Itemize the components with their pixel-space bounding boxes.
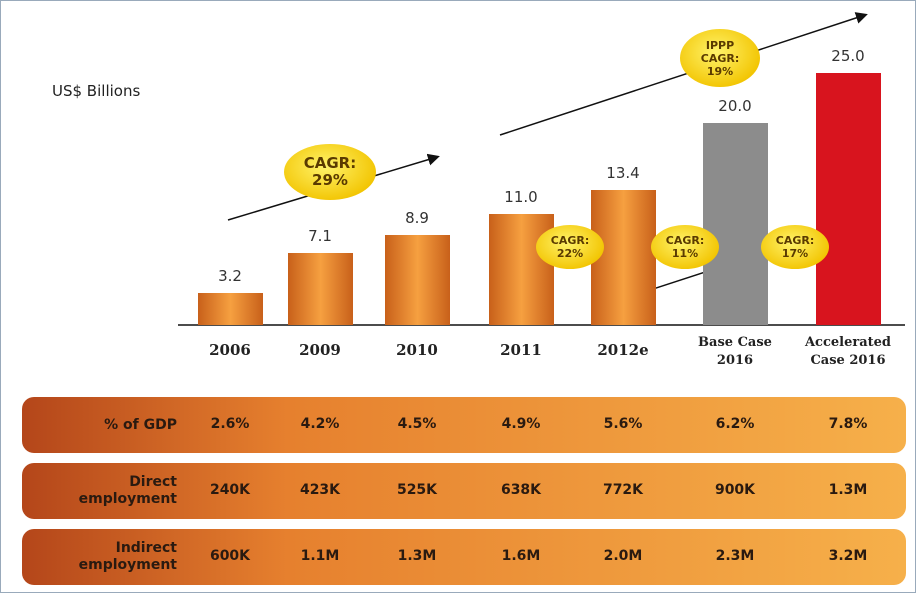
bar [815, 73, 881, 325]
table-row: Indirect employment 600K 1.1M 1.3M 1.6M 2.0M 2… [22, 529, 906, 585]
table-cell: 4.9% [501, 416, 541, 432]
x-tick-label: 2009 [299, 341, 341, 359]
x-tick-label: 2012e [597, 341, 649, 359]
table-cell: 2.6% [210, 416, 250, 432]
bar [197, 292, 263, 325]
value-label: 11.0 [504, 188, 538, 207]
table-cell: 772K [602, 482, 644, 498]
value-label: 20.0 [718, 97, 752, 116]
table-cell: 4.5% [397, 416, 437, 432]
value-label: 13.4 [606, 163, 640, 182]
table-cell: 1.1M [300, 548, 340, 564]
cagr-label: CAGR: 29% [303, 154, 357, 189]
unit-label: US$ Billions [52, 82, 141, 100]
arrow [499, 12, 868, 136]
cagr-badge: IPPP CAGR: 19% [680, 29, 760, 87]
value-label: 8.9 [405, 209, 429, 228]
x-tick-label: 2006 [209, 341, 251, 359]
value-label: 3.2 [218, 266, 242, 285]
cagr-badge: CAGR: 22% [536, 225, 604, 269]
table-row: Direct employment 240K 423K 525K 638K 772K 900… [22, 463, 906, 519]
cagr-label: CAGR: 17% [775, 234, 815, 260]
table-cell: 240K [209, 482, 251, 498]
table-row: % of GDP 2.6% 4.2% 4.5% 4.9% 5.6% 6.2% 7.8% [22, 397, 906, 453]
bar [287, 253, 353, 325]
cagr-label: CAGR: 11% [665, 234, 705, 260]
table-cell: 6.2% [715, 416, 755, 432]
table-cell: 1.3M [828, 482, 868, 498]
bar [488, 214, 554, 325]
row-label: % of GDP [104, 417, 177, 433]
row-label: Indirect employment [78, 540, 177, 573]
bar [702, 123, 768, 325]
bar [590, 189, 656, 325]
value-label: 25.0 [831, 47, 865, 65]
table-cell: 5.6% [603, 416, 643, 432]
bar [384, 235, 450, 325]
x-tick-label: 2010 [396, 341, 438, 359]
x-tick-label: Base Case 2016 [698, 335, 772, 368]
value-label: 7.1 [308, 227, 332, 246]
x-tick-label: Accelerated Case 2016 [804, 335, 892, 368]
table-cell: 600K [209, 548, 251, 564]
table-cell: 1.3M [397, 548, 437, 564]
table-cell: 2.0M [603, 548, 643, 564]
table-cell: 2.3M [715, 548, 755, 564]
row-label: Direct employment [78, 474, 177, 507]
x-tick-label: 2011 [500, 341, 542, 359]
cagr-badge: CAGR: 29% [284, 144, 376, 200]
table-cell: 900K [714, 482, 756, 498]
table-cell: 3.2M [828, 548, 868, 564]
cagr-badge: CAGR: 11% [651, 225, 719, 269]
cagr-label: CAGR: 22% [550, 234, 590, 260]
table-cell: 4.2% [300, 416, 340, 432]
table-cell: 525K [396, 482, 438, 498]
table-cell: 1.6M [501, 548, 541, 564]
table-cell: 423K [299, 482, 341, 498]
table-cell: 7.8% [828, 416, 868, 432]
table-cell: 638K [500, 482, 542, 498]
cagr-label: IPPP CAGR: 19% [700, 38, 740, 78]
cagr-badge: CAGR: 17% [761, 225, 829, 269]
